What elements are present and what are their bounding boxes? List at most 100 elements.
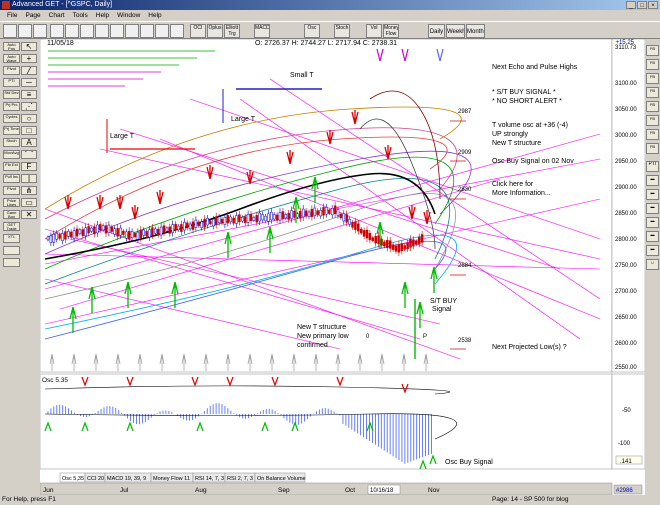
candle-body [171, 224, 174, 233]
cycle-icon[interactable] [155, 24, 169, 38]
tool-pull-inc[interactable]: Pull Inc [3, 174, 20, 183]
candle-body [90, 227, 93, 232]
arrow-icon[interactable] [110, 24, 124, 38]
draw-box-icon[interactable]: □ [21, 126, 37, 135]
right-tool-1[interactable]: ▬ [646, 175, 659, 186]
draw-fib-icon[interactable]: F [21, 162, 37, 171]
draw-text-icon[interactable]: A [21, 138, 37, 147]
draw-erase-icon[interactable]: ✕ [21, 210, 37, 219]
tool-extra[interactable] [3, 258, 20, 267]
tab-macd[interactable]: MACD 19, 39, 9 [107, 476, 146, 482]
moving-average-line [44, 156, 455, 270]
draw-line-icon[interactable]: ╱ [21, 66, 37, 75]
right-fib-4[interactable]: FB [646, 87, 659, 98]
draw-time-icon[interactable]: | [21, 174, 37, 183]
text-icon[interactable] [95, 24, 109, 38]
menu-page[interactable]: Page [25, 12, 41, 19]
weekly-button[interactable]: Weekly [446, 24, 465, 38]
right-u[interactable]: U [646, 259, 659, 270]
gann-icon[interactable] [140, 24, 154, 38]
tool-mov-avg[interactable]: MovAvg [3, 150, 20, 159]
tool-price-lines[interactable]: Price Lines [3, 198, 20, 207]
right-fib-7[interactable]: FB [646, 129, 659, 140]
tool-get-trade[interactable]: GET Trade [3, 222, 20, 231]
draw-pitch-icon[interactable]: ⋔ [21, 186, 37, 195]
zoom-icon[interactable] [50, 24, 64, 38]
candle-body [212, 218, 215, 227]
right-fib-6[interactable]: FB [646, 115, 659, 126]
tool-pivot-2[interactable]: Pivot [3, 186, 20, 195]
tool-pivot[interactable]: Pivot [3, 66, 20, 75]
menu-window[interactable]: Window [117, 12, 141, 19]
candle-body [330, 208, 334, 216]
right-tool-4[interactable]: ▬ [646, 217, 659, 228]
right-tool-2[interactable]: ▬ [646, 189, 659, 200]
right-tool-5[interactable]: ▬ [646, 231, 659, 242]
click-here-link[interactable]: Click here for [492, 181, 534, 188]
macd-button[interactable]: MACD [254, 24, 270, 38]
minimize-button[interactable]: _ [626, 1, 636, 9]
osc-button[interactable]: Osc [304, 24, 320, 38]
tool-prj-prc[interactable]: Prj Prc [3, 102, 20, 111]
tab-money-flow[interactable]: Money Flow 11 [153, 476, 190, 482]
oci-button[interactable]: OCI [190, 24, 206, 38]
tool-gann-box[interactable]: Gann Box [3, 210, 20, 219]
draw-arrow-icon[interactable]: ↖ [21, 42, 37, 51]
draw-ruler-icon[interactable]: ▭ [21, 198, 37, 207]
right-tool-3[interactable]: ▬ [646, 203, 659, 214]
draw-hline-icon[interactable]: ─ [21, 78, 37, 87]
right-tool-6[interactable]: ▬ [646, 245, 659, 256]
tool-cycles[interactable]: Cycles [3, 114, 20, 123]
right-fib-5[interactable]: FB [646, 101, 659, 112]
print-icon[interactable] [33, 24, 47, 38]
tool-prj-time[interactable]: Prj Time [3, 126, 20, 135]
maximize-button[interactable]: □ [637, 1, 647, 9]
tool-fib-ext[interactable]: Fib Ext [3, 162, 20, 171]
chart-area[interactable]: 11/05/18 O: 2726.37 H: 2744.27 L: 2717.9… [39, 38, 646, 499]
tool-xtl[interactable]: XTL [3, 234, 20, 243]
channel-icon[interactable] [170, 24, 184, 38]
tab-rsi-2[interactable]: RSI 2, 7, 3 [227, 476, 253, 482]
draw-channel-icon[interactable]: ≡ [21, 90, 37, 99]
line-icon[interactable] [80, 24, 94, 38]
menu-tools[interactable]: Tools [72, 12, 88, 19]
daily-button[interactable]: Daily [428, 24, 445, 38]
money-flow-button[interactable]: Money Flow [383, 24, 399, 38]
elliott-button[interactable]: Elliott Trg [224, 24, 240, 38]
menu-file[interactable]: File [7, 12, 18, 19]
right-fib-8[interactable]: FB [646, 143, 659, 154]
tool-stoch[interactable]: Stoch [3, 138, 20, 147]
right-fib-1[interactable]: FB [646, 45, 659, 56]
save-icon[interactable] [18, 24, 32, 38]
menu-chart[interactable]: Chart [48, 12, 65, 19]
tab-osc[interactable]: Osc 5,35 [62, 476, 84, 482]
draw-arc-icon[interactable]: ⌒ [21, 150, 37, 159]
right-pti[interactable]: PTI [646, 161, 659, 172]
stoch-button[interactable]: Stoch [334, 24, 350, 38]
oscillator-panel[interactable] [39, 373, 613, 470]
oplus-button[interactable]: Oplus [207, 24, 223, 38]
tool-auto-pos[interactable]: Auto Pos [3, 42, 20, 51]
more-info-link[interactable]: More Information... [492, 190, 551, 197]
tool-pti[interactable]: PTI [3, 78, 20, 87]
tool-std-dev[interactable]: Std Dev [3, 90, 20, 99]
fib-icon[interactable] [125, 24, 139, 38]
draw-cross-icon[interactable]: + [21, 54, 37, 63]
right-fib-3[interactable]: FB [646, 73, 659, 84]
right-fib-2[interactable]: FB [646, 59, 659, 70]
draw-fan-icon[interactable]: ⋰ [21, 102, 37, 111]
close-button[interactable]: × [648, 1, 658, 9]
open-icon[interactable] [3, 24, 17, 38]
tab-cci[interactable]: CCI 20 [87, 476, 104, 482]
tab-obv[interactable]: On Balance Volume [257, 476, 306, 482]
tab-rsi-14[interactable]: RSI 14, 7, 3 [195, 476, 224, 482]
tool-lines[interactable] [3, 246, 20, 255]
menu-help[interactable]: Help [95, 12, 110, 19]
cursor-icon[interactable] [65, 24, 79, 38]
monthly-button[interactable]: Monthly [466, 24, 485, 38]
menu-help-2[interactable]: Help [148, 12, 162, 19]
vol-button[interactable]: Vol [366, 24, 382, 38]
candle-body [125, 231, 128, 239]
tool-auto-wave[interactable]: Auto Wave [3, 54, 20, 63]
draw-circle-icon[interactable]: ○ [21, 114, 37, 123]
